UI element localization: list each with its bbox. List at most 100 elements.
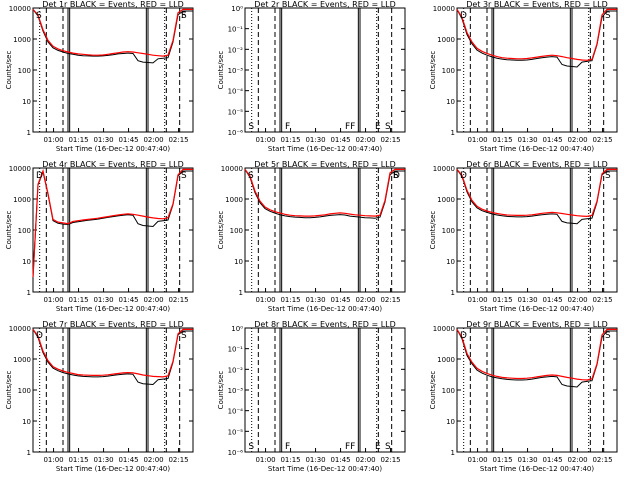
x-axis-label: Start Time (16-Dec-12 00:47:40) — [268, 145, 382, 153]
interval-marker: D — [393, 171, 400, 181]
series-line-events — [244, 169, 405, 219]
x-axis-label: Start Time (16-Dec-12 00:47:40) — [268, 305, 382, 313]
interval-marker: S — [248, 171, 254, 181]
x-axis-label: Start Time (16-Dec-12 00:47:40) — [56, 305, 170, 313]
x-tick-label: 02:00 — [567, 456, 587, 464]
interval-marker: S — [36, 11, 42, 21]
x-axis-label: Start Time (16-Dec-12 00:47:40) — [56, 145, 170, 153]
y-tick-label: 10⁻¹ — [228, 346, 244, 354]
x-axis-label: Start Time (16-Dec-12 00:47:40) — [480, 145, 594, 153]
interval-marker: S — [248, 122, 254, 132]
x-tick-label: 02:00 — [143, 456, 163, 464]
series-line-lld — [32, 328, 193, 378]
detector-panel-4: Det 4r BLACK = Events, RED = LLD 1 10 100 10… — [5, 160, 194, 313]
x-tick-label: 02:00 — [355, 136, 375, 144]
y-tick-label: 1 — [451, 129, 455, 137]
x-tick-label: 01:00 — [467, 456, 487, 464]
x-tick-label: 02:15 — [168, 136, 188, 144]
x-tick-label: 01:15 — [492, 456, 512, 464]
panel-title: Det 8r BLACK = Events, RED = LLD — [254, 320, 396, 329]
interval-marker: S — [385, 442, 391, 452]
x-tick-label: 01:45 — [118, 296, 138, 304]
y-tick-label: 10000 — [221, 165, 243, 173]
interval-marker: F — [285, 442, 290, 452]
panel-title: Det 3r BLACK = Events, RED = LLD — [466, 0, 608, 9]
y-tick-label: 100 — [18, 227, 31, 235]
x-tick-label: 02:15 — [592, 296, 612, 304]
interval-marker: FF — [345, 122, 355, 132]
y-tick-label: 10⁰ — [231, 325, 243, 333]
x-tick-label: 01:30 — [305, 136, 325, 144]
y-tick-label: 10⁻⁶ — [228, 449, 244, 457]
y-tick-label: 10 — [234, 258, 243, 266]
y-tick-label: 10⁻⁴ — [228, 408, 244, 416]
x-tick-label: 02:15 — [592, 456, 612, 464]
x-tick-label: 01:00 — [255, 456, 275, 464]
x-tick-label: 01:15 — [68, 456, 88, 464]
detector-panel-1: Det 1r BLACK = Events, RED = LLD 1 10 100 10… — [5, 0, 194, 153]
x-tick-label: 01:00 — [467, 296, 487, 304]
y-axis-label: Counts/sec — [429, 51, 437, 90]
interval-marker: D — [460, 11, 467, 21]
y-tick-label: 10000 — [433, 325, 455, 333]
y-tick-label: 10000 — [433, 5, 455, 13]
y-tick-label: 1000 — [437, 196, 455, 204]
panel-title: Det 7r BLACK = Events, RED = LLD — [42, 320, 184, 329]
interval-marker: S — [605, 171, 611, 181]
x-tick-label: 01:45 — [118, 136, 138, 144]
interval-marker: S — [248, 442, 254, 452]
panel-title: Det 6r BLACK = Events, RED = LLD — [466, 160, 608, 169]
y-tick-label: 100 — [442, 227, 455, 235]
x-tick-label: 01:15 — [280, 296, 300, 304]
y-tick-label: 10000 — [433, 165, 455, 173]
y-tick-label: 1000 — [437, 356, 455, 364]
y-tick-label: 1 — [27, 129, 31, 137]
x-tick-label: 01:00 — [255, 136, 275, 144]
interval-marker: E — [375, 442, 381, 452]
y-tick-label: 1000 — [225, 196, 243, 204]
x-tick-label: 01:15 — [68, 136, 88, 144]
x-tick-label: 01:45 — [330, 456, 350, 464]
interval-marker: S — [393, 171, 399, 181]
series-line-events — [32, 9, 193, 64]
y-axis-label: Counts/sec — [217, 371, 225, 410]
y-tick-label: 10 — [22, 98, 31, 106]
y-tick-label: 10000 — [9, 165, 31, 173]
x-tick-label: 01:00 — [255, 296, 275, 304]
y-tick-label: 10⁻⁵ — [228, 428, 244, 436]
x-tick-label: 02:15 — [168, 296, 188, 304]
panel-title: Det 2r BLACK = Events, RED = LLD — [254, 0, 396, 9]
x-tick-label: 02:15 — [380, 136, 400, 144]
x-tick-label: 02:15 — [380, 296, 400, 304]
x-tick-label: 01:45 — [542, 296, 562, 304]
interval-marker: F — [181, 11, 186, 21]
x-tick-label: 01:00 — [467, 136, 487, 144]
interval-marker: D — [460, 171, 467, 181]
y-axis-label: Counts/sec — [5, 211, 13, 250]
x-tick-label: 02:00 — [567, 136, 587, 144]
x-tick-label: 01:45 — [542, 456, 562, 464]
panel-title: Det 1r BLACK = Events, RED = LLD — [42, 0, 184, 9]
x-tick-label: 01:00 — [43, 296, 63, 304]
x-tick-label: 01:15 — [492, 296, 512, 304]
interval-marker: F — [285, 122, 290, 132]
y-tick-label: 10⁻⁴ — [228, 88, 244, 96]
x-axis-label: Start Time (16-Dec-12 00:47:40) — [480, 305, 594, 313]
y-axis-label: Counts/sec — [5, 371, 13, 410]
interval-marker: D — [36, 331, 43, 341]
detector-panel-3: Det 3r BLACK = Events, RED = LLD 1 10 100 10… — [429, 0, 618, 153]
y-tick-label: 10⁻³ — [228, 67, 244, 75]
y-tick-label: 10000 — [9, 5, 31, 13]
y-tick-label: 100 — [442, 67, 455, 75]
y-tick-label: 1 — [239, 289, 243, 297]
x-tick-label: 01:30 — [305, 296, 325, 304]
y-tick-label: 100 — [18, 387, 31, 395]
y-axis-label: Counts/sec — [5, 51, 13, 90]
series-line-lld — [32, 168, 193, 278]
interval-marker: D — [36, 171, 43, 181]
detector-panel-8: Det 8r BLACK = Events, RED = LLD 10⁻⁶ 10⁻⁵… — [217, 320, 406, 473]
y-tick-label: 10⁻⁶ — [228, 129, 244, 137]
series-line-lld — [244, 168, 405, 217]
x-tick-label: 02:00 — [355, 456, 375, 464]
